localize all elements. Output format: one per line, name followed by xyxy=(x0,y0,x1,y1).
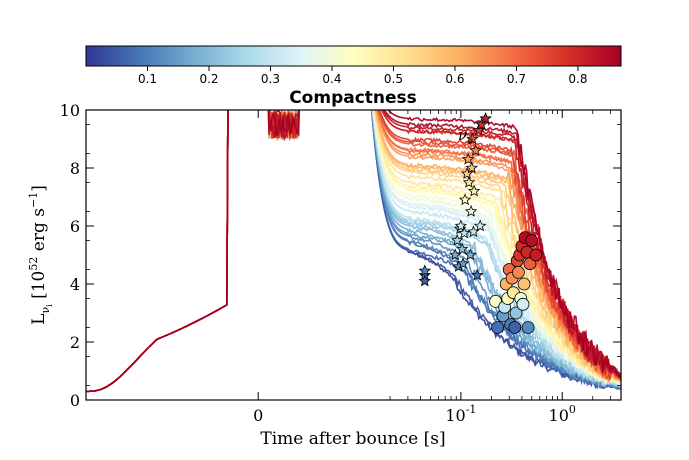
star-marker xyxy=(464,204,478,217)
species-annotation: νe xyxy=(458,126,473,147)
circle-marker xyxy=(525,234,539,247)
star-marker xyxy=(475,117,488,130)
star-marker xyxy=(461,152,475,165)
circle-marker xyxy=(523,257,537,271)
markers xyxy=(418,112,543,334)
colorbar-tick-label: 0.1 xyxy=(138,72,157,86)
y-axis-title: Lνi [1052 erg s−1] xyxy=(27,185,54,325)
colorbar-tick-label: 0.8 xyxy=(568,72,587,86)
x-tick-label: 0 xyxy=(253,406,263,425)
y-tick-label: 10 xyxy=(60,101,80,120)
circle-marker xyxy=(516,297,530,311)
star-marker xyxy=(462,175,476,188)
colorbar-tick-label: 0.4 xyxy=(322,72,341,86)
y-tick-label: 0 xyxy=(70,391,80,410)
star-marker xyxy=(418,274,431,287)
colorbar-tick-label: 0.5 xyxy=(384,72,403,86)
circle-marker xyxy=(508,321,522,334)
star-marker xyxy=(471,268,484,281)
series-lines xyxy=(86,110,621,393)
circle-marker xyxy=(521,321,535,334)
star-marker xyxy=(454,219,468,232)
series-line xyxy=(86,110,621,393)
star-marker xyxy=(418,264,431,277)
circle-marker xyxy=(529,248,543,262)
star-marker xyxy=(456,242,469,255)
star-marker xyxy=(479,112,492,124)
x-axis-title: Time after bounce [s] xyxy=(260,429,445,449)
star-marker xyxy=(458,193,472,206)
star-marker xyxy=(473,219,487,232)
colorbar-tick-label: 0.6 xyxy=(445,72,464,86)
plot-frame xyxy=(85,109,622,401)
star-marker xyxy=(467,184,481,197)
colorbar-tick-label: 0.7 xyxy=(507,72,526,86)
colorbar: 0.1 0.2 0.3 0.4 0.5 0.6 0.7 0.8 Compactness xyxy=(85,45,622,108)
star-marker xyxy=(451,233,464,246)
star-marker xyxy=(469,144,482,156)
y-tick-label: 8 xyxy=(70,159,80,178)
colorbar-ticks: 0.1 0.2 0.3 0.4 0.5 0.6 0.7 0.8 xyxy=(138,66,588,86)
colorbar-tick-label: 0.2 xyxy=(199,72,218,86)
star-marker xyxy=(465,161,478,174)
series-line xyxy=(86,110,621,393)
y-tick-label: 2 xyxy=(70,333,80,352)
star-marker xyxy=(464,248,477,261)
star-marker xyxy=(458,226,471,239)
circle-marker xyxy=(509,306,523,320)
y-tick-label: 6 xyxy=(70,217,80,236)
y-tick-label: 4 xyxy=(70,275,80,294)
star-marker xyxy=(456,257,470,269)
colorbar-label: Compactness xyxy=(289,88,417,108)
circle-marker xyxy=(512,265,525,279)
circle-marker xyxy=(489,294,502,308)
x-tick-label: 100 xyxy=(549,403,576,425)
circle-marker xyxy=(517,277,531,291)
circle-marker xyxy=(491,321,504,334)
star-marker xyxy=(460,167,474,180)
colorbar-bar xyxy=(85,45,622,67)
star-marker xyxy=(466,132,479,145)
star-marker xyxy=(472,123,485,136)
x-tick-label: 10-1 xyxy=(445,403,476,425)
colorbar-tick-label: 0.3 xyxy=(261,72,280,86)
